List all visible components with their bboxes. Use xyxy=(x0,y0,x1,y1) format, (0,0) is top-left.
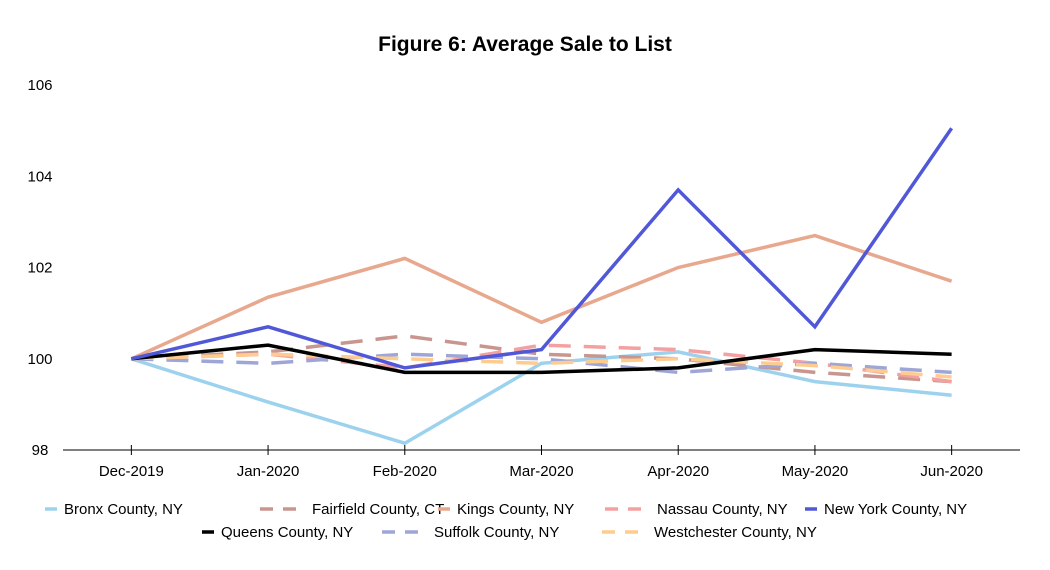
x-axis: Dec-2019 Jan-2020 Feb-2020 Mar-2020 Apr-2020… xyxy=(99,445,983,480)
legend-item: Kings County, NY xyxy=(438,501,574,518)
legend-item: Fairfield County, CT xyxy=(260,501,444,518)
legend-label: Kings County, NY xyxy=(457,501,574,518)
legend-label: Nassau County, NY xyxy=(657,501,788,518)
series-line-new-york-county-ny xyxy=(131,127,954,370)
series-line-queens-county-ny xyxy=(131,343,952,375)
chart-title: Figure 6: Average Sale to List xyxy=(378,33,672,56)
legend-label: Westchester County, NY xyxy=(654,524,817,541)
x-tick-label: Apr-2020 xyxy=(647,463,709,480)
legend-item: Queens County, NY xyxy=(202,524,353,541)
legend-label: Fairfield County, CT xyxy=(312,501,444,518)
y-tick-label: 106 xyxy=(27,77,52,94)
legend-label: Bronx County, NY xyxy=(64,501,183,518)
series-line-bronx-county-ny xyxy=(130,350,952,446)
y-tick-label: 102 xyxy=(27,260,52,277)
series-layer xyxy=(130,127,954,446)
legend-item: Westchester County, NY xyxy=(602,524,817,541)
legend-item: Nassau County, NY xyxy=(605,501,788,518)
x-tick-label: May-2020 xyxy=(782,463,849,480)
x-tick-label: Feb-2020 xyxy=(373,463,437,480)
legend-label: New York County, NY xyxy=(824,501,967,518)
legend-label: Queens County, NY xyxy=(221,524,353,541)
y-tick-label: 104 xyxy=(27,168,52,185)
series-line-kings-county-ny xyxy=(130,233,953,361)
y-axis-tick-labels: 98 100 102 104 106 xyxy=(27,77,52,459)
legend-label: Suffolk County, NY xyxy=(434,524,559,541)
x-tick-label: Jun-2020 xyxy=(920,463,983,480)
legend-item: Suffolk County, NY xyxy=(382,524,559,541)
legend-item: Bronx County, NY xyxy=(45,501,183,518)
series-line-fairfield-county-ct xyxy=(131,334,952,384)
series-line-suffolk-county-ny xyxy=(131,352,952,375)
legend-item: New York County, NY xyxy=(805,501,967,518)
series-line-westchester-county-ny xyxy=(131,352,952,379)
x-tick-label: Mar-2020 xyxy=(509,463,573,480)
x-tick-label: Dec-2019 xyxy=(99,463,164,480)
y-tick-label: 100 xyxy=(27,351,52,368)
legend: Bronx County, NY Fairfield County, CT King… xyxy=(45,501,967,541)
x-tick-label: Jan-2020 xyxy=(237,463,300,480)
y-tick-label: 98 xyxy=(32,442,49,459)
